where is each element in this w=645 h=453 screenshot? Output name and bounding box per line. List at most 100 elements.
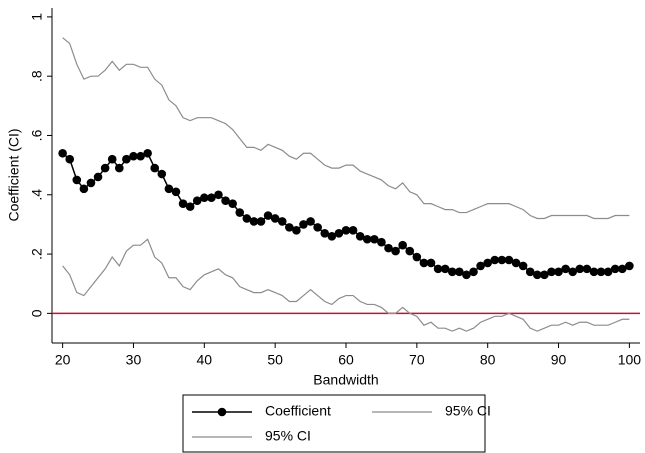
marker: [504, 255, 514, 265]
marker: [58, 148, 67, 158]
marker: [313, 223, 322, 232]
series-line: [62, 152, 630, 276]
marker: [263, 211, 273, 220]
marker: [178, 199, 188, 208]
marker: [72, 175, 82, 185]
y-tick-label: 1: [29, 13, 45, 21]
marker: [320, 229, 330, 238]
marker: [86, 178, 96, 188]
x-axis-title: Bandwidth: [313, 372, 378, 388]
x-tick-label: 20: [55, 352, 71, 368]
marker: [447, 267, 457, 277]
marker: [433, 264, 443, 274]
marker: [129, 151, 138, 161]
marker: [384, 243, 393, 253]
marker: [490, 255, 500, 265]
marker: [532, 270, 542, 280]
y-tick-label: .2: [29, 248, 45, 260]
marker: [362, 234, 372, 244]
marker: [518, 261, 528, 271]
series-line: [62, 37, 630, 220]
marker: [79, 184, 89, 194]
marker: [136, 151, 145, 161]
marker: [377, 237, 386, 247]
marker: [617, 264, 627, 274]
x-tick-label: 40: [197, 352, 213, 368]
marker: [334, 229, 344, 238]
marker: [221, 196, 230, 205]
marker: [426, 258, 436, 268]
legend-label: 95% CI: [265, 428, 311, 444]
marker: [327, 231, 337, 241]
marker: [419, 258, 429, 268]
marker: [270, 214, 280, 223]
marker: [589, 267, 599, 277]
legend-box: [182, 394, 486, 453]
marker: [625, 261, 634, 271]
marker: [171, 187, 181, 197]
marker: [405, 246, 415, 256]
marker: [164, 184, 174, 194]
x-tick-label: 60: [338, 352, 354, 368]
marker: [391, 246, 400, 256]
marker: [582, 264, 592, 274]
marker: [525, 267, 535, 277]
marker: [596, 267, 606, 277]
marker: [277, 217, 287, 226]
marker: [122, 154, 131, 164]
x-tick-label: 100: [618, 352, 642, 368]
marker: [603, 267, 613, 277]
marker: [228, 199, 237, 208]
marker: [511, 258, 521, 268]
marker: [292, 226, 301, 235]
marker: [93, 172, 103, 182]
x-tick-label: 90: [551, 352, 567, 368]
legend-label: Coefficient: [265, 403, 331, 419]
marker: [497, 255, 507, 265]
x-tick-label: 80: [480, 352, 496, 368]
marker: [476, 261, 485, 271]
marker: [100, 163, 110, 173]
y-tick-label: .6: [29, 129, 45, 141]
marker: [341, 226, 351, 235]
marker: [185, 202, 195, 211]
marker: [469, 267, 478, 277]
marker: [575, 264, 585, 274]
marker: [355, 231, 365, 241]
marker: [256, 217, 266, 226]
marker: [107, 154, 117, 164]
y-axis-title: Coefficient (CI): [6, 128, 22, 221]
y-tick-label: .4: [29, 189, 45, 201]
marker: [540, 270, 549, 280]
marker: [398, 240, 407, 250]
marker: [561, 264, 570, 274]
marker: [207, 193, 216, 203]
marker: [143, 148, 152, 158]
marker: [306, 217, 315, 226]
marker: [370, 234, 379, 244]
marker: [192, 196, 202, 205]
x-tick-label: 50: [267, 352, 283, 368]
marker: [242, 214, 252, 223]
marker: [235, 208, 245, 217]
marker: [65, 154, 75, 164]
x-tick-label: 30: [126, 352, 142, 368]
marker: [440, 264, 450, 274]
marker: [150, 163, 160, 173]
series-line: [62, 238, 630, 332]
legend-label: 95% CI: [445, 403, 491, 419]
marker: [547, 267, 556, 277]
marker: [610, 264, 620, 274]
marker: [249, 217, 259, 226]
marker: [285, 223, 294, 232]
legend-marker: [217, 407, 227, 417]
y-tick-label: 0: [29, 309, 45, 317]
marker: [455, 267, 464, 277]
marker: [412, 252, 422, 262]
marker: [554, 267, 563, 277]
marker: [200, 193, 209, 203]
marker: [348, 226, 358, 235]
x-tick-label: 70: [409, 352, 425, 368]
marker: [483, 258, 492, 268]
